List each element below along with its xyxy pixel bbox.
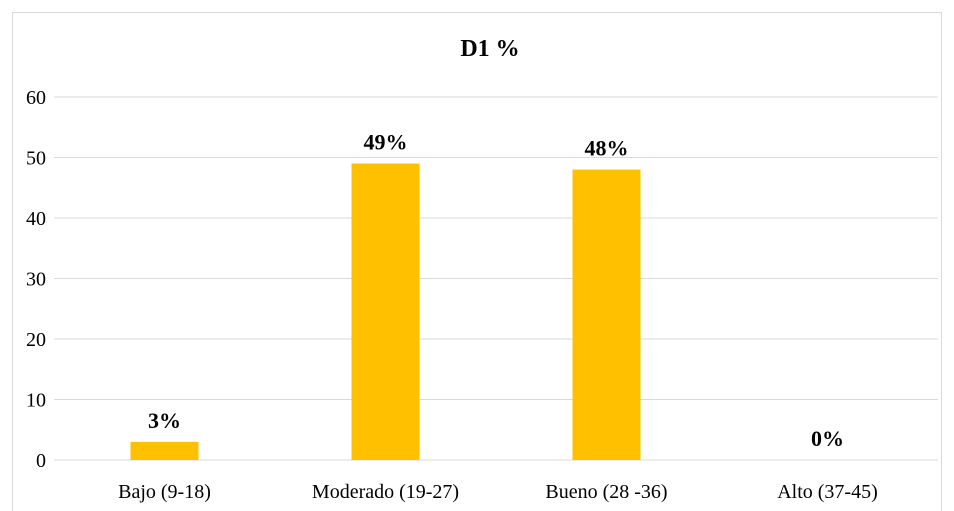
chart-frame bbox=[12, 12, 942, 511]
bar bbox=[130, 441, 199, 460]
x-tick-label: Bajo (9-18) bbox=[118, 481, 211, 503]
y-tick-label: 40 bbox=[26, 208, 46, 230]
y-tick-label: 10 bbox=[26, 390, 46, 412]
x-tick-label: Alto (37-45) bbox=[777, 481, 878, 503]
bars bbox=[130, 163, 641, 461]
x-tick-label: Moderado (19-27) bbox=[312, 481, 459, 503]
y-tick-label: 60 bbox=[26, 87, 46, 109]
chart-title: D1 % bbox=[460, 36, 519, 62]
y-tick-label: 20 bbox=[26, 329, 46, 351]
x-axis-ticks: Bajo (9-18) Moderado (19-27) Bueno (28 -36… bbox=[118, 481, 878, 503]
data-label: 3% bbox=[148, 408, 181, 433]
y-tick-label: 50 bbox=[26, 148, 46, 170]
data-label: 49% bbox=[364, 130, 408, 155]
data-label: 0% bbox=[811, 426, 844, 451]
gridlines bbox=[54, 96, 938, 461]
data-labels: 3% 49% 48% 0% bbox=[148, 130, 844, 451]
bar bbox=[572, 169, 641, 460]
y-tick-label: 30 bbox=[26, 269, 46, 291]
data-label: 48% bbox=[585, 136, 629, 161]
bar bbox=[351, 163, 420, 461]
y-axis-ticks: 0 10 20 30 40 50 60 bbox=[26, 87, 46, 472]
y-tick-label: 0 bbox=[36, 450, 46, 472]
x-tick-label: Bueno (28 -36) bbox=[545, 481, 667, 503]
